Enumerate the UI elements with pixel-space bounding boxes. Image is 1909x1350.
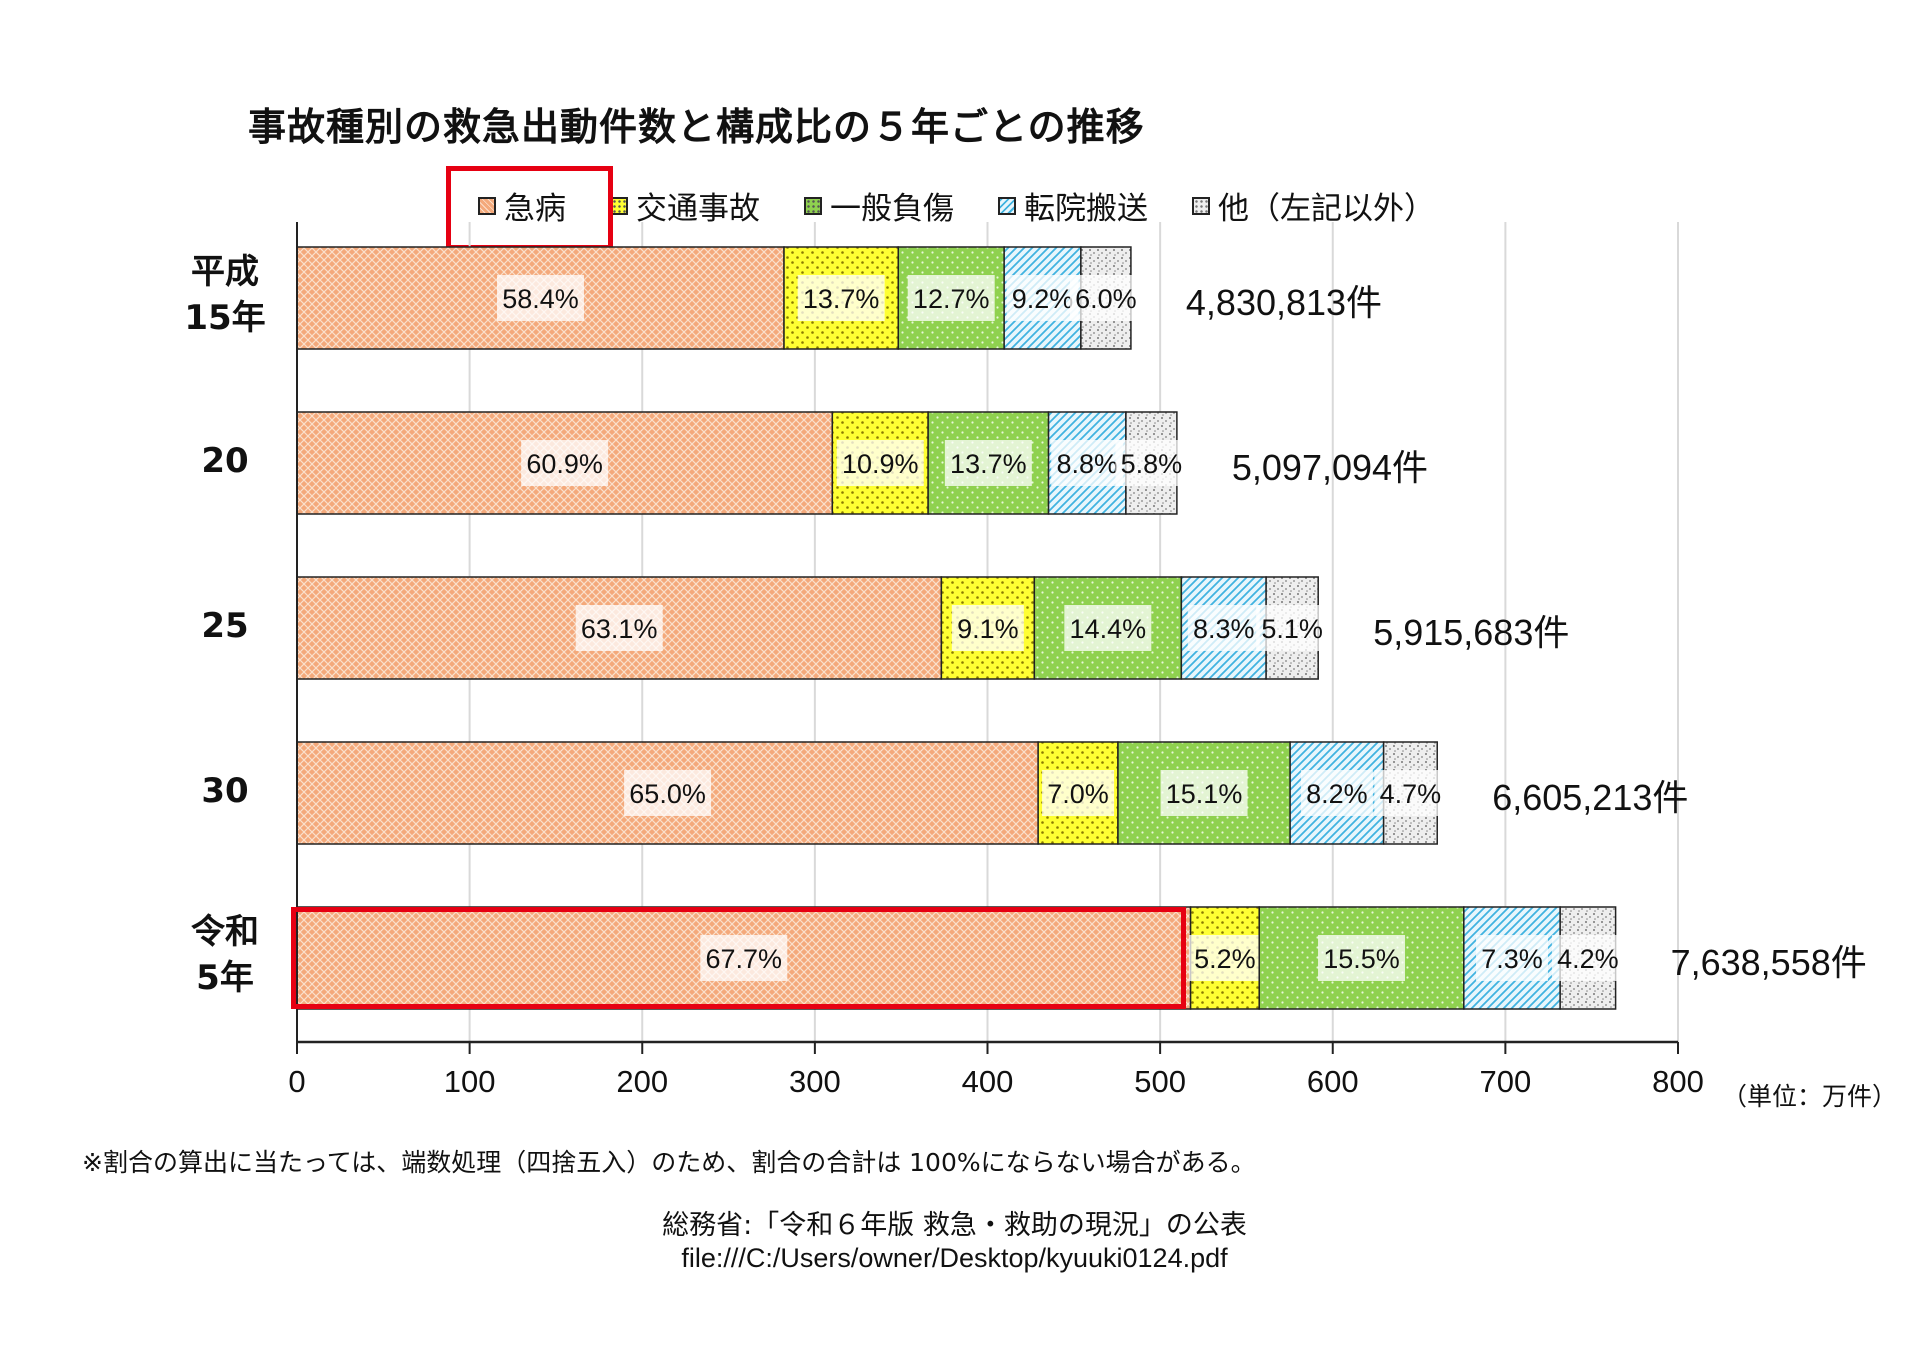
legend-label: 一般負傷 — [830, 191, 954, 227]
data-label: 9.1% — [957, 614, 1019, 644]
x-tick-label: 600 — [1307, 1064, 1359, 1099]
x-tick-label: 800 — [1652, 1064, 1704, 1099]
data-label: 13.7% — [803, 284, 880, 314]
data-label-bg — [907, 275, 995, 321]
total-label: 4,830,813件 — [1185, 282, 1383, 323]
legend-swatch — [1192, 196, 1210, 215]
data-label: 7.0% — [1047, 779, 1109, 809]
data-label: 8.8% — [1056, 449, 1118, 479]
data-label: 58.4% — [502, 284, 579, 314]
data-label-bg — [575, 605, 663, 651]
x-tick-label: 100 — [444, 1064, 496, 1099]
chart-title: 事故種別の救急出動件数と構成比の５年ごとの推移 — [248, 105, 1145, 149]
data-label-bg — [624, 770, 712, 816]
data-label-bg — [1006, 275, 1079, 321]
x-axis-unit: （単位：万件） — [1722, 1082, 1898, 1111]
x-tick-label: 0 — [288, 1064, 305, 1099]
data-label-bg — [951, 605, 1024, 651]
legend-item: 他（左記以外） — [1192, 183, 1435, 228]
data-label-bg — [836, 440, 924, 486]
data-label: 5.8% — [1121, 449, 1183, 479]
data-label: 10.9% — [842, 449, 919, 479]
data-label-bg — [1300, 770, 1373, 816]
source-file-path: file:///C:/Users/owner/Desktop/kyuuki012… — [681, 1243, 1228, 1273]
data-label: 14.4% — [1070, 614, 1147, 644]
data-label: 5.1% — [1261, 614, 1323, 644]
data-label: 63.1% — [581, 614, 658, 644]
legend-item: 交通事故 — [610, 183, 760, 228]
total-label: 7,638,558件 — [1670, 942, 1867, 983]
x-tick-label: 700 — [1480, 1064, 1532, 1099]
data-label: 4.7% — [1380, 779, 1442, 809]
data-label: 12.7% — [913, 284, 990, 314]
data-label: 67.7% — [706, 944, 783, 974]
data-label-bg — [700, 935, 788, 981]
data-label-bg — [1256, 605, 1329, 651]
data-label-bg — [1051, 440, 1124, 486]
bar-highlight-frame — [291, 907, 1186, 1009]
data-label: 13.7% — [950, 449, 1027, 479]
legend-swatch — [804, 196, 822, 215]
legend-item: 急病 — [478, 183, 566, 228]
data-label: 6.0% — [1075, 284, 1137, 314]
category-label: 平成 15年 — [184, 252, 266, 338]
data-label-bg — [1475, 935, 1548, 981]
x-tick-label: 500 — [1134, 1064, 1186, 1099]
legend-label: 他（左記以外） — [1218, 191, 1435, 227]
total-label: 5,915,683件 — [1373, 612, 1570, 653]
data-label-bg — [1042, 770, 1115, 816]
data-label: 60.9% — [526, 449, 603, 479]
data-label-bg — [497, 275, 585, 321]
data-label: 7.3% — [1481, 944, 1543, 974]
data-label: 65.0% — [629, 779, 706, 809]
data-label-bg — [1115, 440, 1188, 486]
category-label: 25 — [201, 606, 249, 646]
category-label: 30 — [201, 771, 249, 811]
data-label: 5.2% — [1194, 944, 1256, 974]
data-label: 4.2% — [1557, 944, 1619, 974]
data-label: 8.3% — [1193, 614, 1255, 644]
data-label-bg — [1064, 605, 1152, 651]
data-label: 15.1% — [1166, 779, 1243, 809]
total-label: 6,605,213件 — [1492, 777, 1689, 818]
source-citation: 総務省:「令和６年版 救急・救助の現況」の公表 — [662, 1210, 1247, 1241]
category-label: 20 — [201, 441, 249, 481]
legend-swatch — [478, 196, 496, 215]
data-label: 8.2% — [1306, 779, 1368, 809]
data-label-bg — [1160, 770, 1248, 816]
x-tick-label: 200 — [616, 1064, 668, 1099]
legend-label: 交通事故 — [636, 191, 760, 227]
x-tick-label: 300 — [789, 1064, 841, 1099]
footnote: ※割合の算出に当たっては、端数処理（四捨五入）のため、割合の合計は 100%にな… — [82, 1148, 1256, 1177]
data-label-bg — [1551, 935, 1624, 981]
data-label: 15.5% — [1323, 944, 1400, 974]
legend-item: 一般負傷 — [804, 183, 954, 228]
legend-label: 急病 — [504, 191, 566, 227]
data-label: 9.2% — [1012, 284, 1074, 314]
data-label-bg — [944, 440, 1032, 486]
total-label: 5,097,094件 — [1231, 447, 1429, 488]
data-label-bg — [1187, 605, 1260, 651]
legend-swatch — [998, 196, 1016, 215]
data-label-bg — [1188, 935, 1261, 981]
category-label: 令和 5年 — [191, 912, 259, 998]
data-label-bg — [1318, 935, 1406, 981]
legend-label: 転院搬送 — [1024, 191, 1148, 227]
data-label-bg — [797, 275, 885, 321]
data-label-bg — [521, 440, 609, 486]
chart-legend: 急病 交通事故 一般負傷 転院搬送 他（左記以外） — [478, 183, 1479, 228]
data-label-bg — [1069, 275, 1142, 321]
x-tick-label: 400 — [962, 1064, 1014, 1099]
data-label-bg — [1374, 770, 1447, 816]
legend-item: 転院搬送 — [998, 183, 1148, 228]
